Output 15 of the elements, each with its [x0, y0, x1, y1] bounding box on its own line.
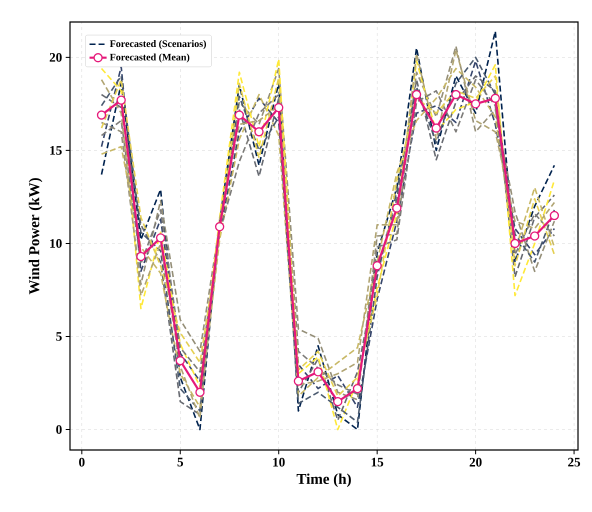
x-tick-label: 5	[178, 458, 184, 466]
y-tick-label: 0	[56, 425, 62, 434]
y-tick-label: 15	[50, 146, 62, 155]
x-tick-label: 10	[273, 458, 285, 467]
y-axis-title: Wind Power (kW)	[28, 178, 42, 294]
x-tick-label: 0	[79, 458, 85, 467]
legend-label: Forecasted (Mean)	[110, 53, 190, 63]
x-tick-label: 20	[470, 458, 482, 467]
y-tick-label: 20	[50, 52, 62, 62]
x-axis-title: Time (h)	[296, 473, 351, 488]
y-tick-label: 10	[50, 239, 62, 248]
x-tick-label: 15	[372, 458, 384, 467]
y-tick-label: 5	[56, 332, 62, 341]
legend-label: Forecasted (Scenarios)	[110, 40, 206, 50]
x-tick-label: 25	[568, 458, 580, 467]
